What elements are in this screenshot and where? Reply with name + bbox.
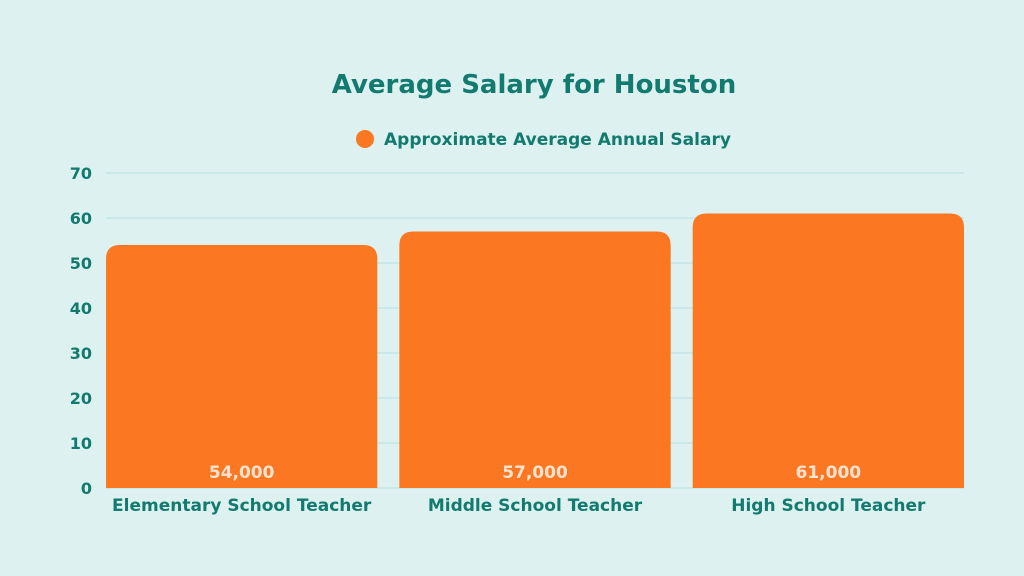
bar-value-label: 54,000 [209,463,275,483]
y-axis-ticks: 0 10 20 30 40 50 60 70 [70,164,92,498]
y-tick-label: 50 [70,254,92,273]
x-category-label: High School Teacher [731,496,926,516]
bars [106,213,964,488]
x-axis-labels: Elementary School Teacher Middle School T… [112,496,926,516]
x-category-label: Elementary School Teacher [112,496,372,516]
legend-marker [356,130,374,148]
y-tick-label: 60 [70,209,92,228]
bar-value-label: 57,000 [502,463,568,483]
bar-value-label: 61,000 [796,463,862,483]
y-tick-label: 30 [70,344,92,363]
y-tick-label: 70 [70,164,92,183]
y-tick-label: 0 [81,479,92,498]
chart-title: Average Salary for Houston [332,70,736,100]
y-tick-label: 10 [70,434,92,453]
data-labels: 54,000 57,000 61,000 [209,463,861,483]
bar [399,231,671,488]
bar [106,245,378,488]
bar [692,213,964,488]
legend: Approximate Average Annual Salary [356,130,731,150]
y-tick-label: 40 [70,299,92,318]
x-category-label: Middle School Teacher [428,496,643,516]
y-tick-label: 20 [70,389,92,408]
legend-label: Approximate Average Annual Salary [384,130,731,150]
